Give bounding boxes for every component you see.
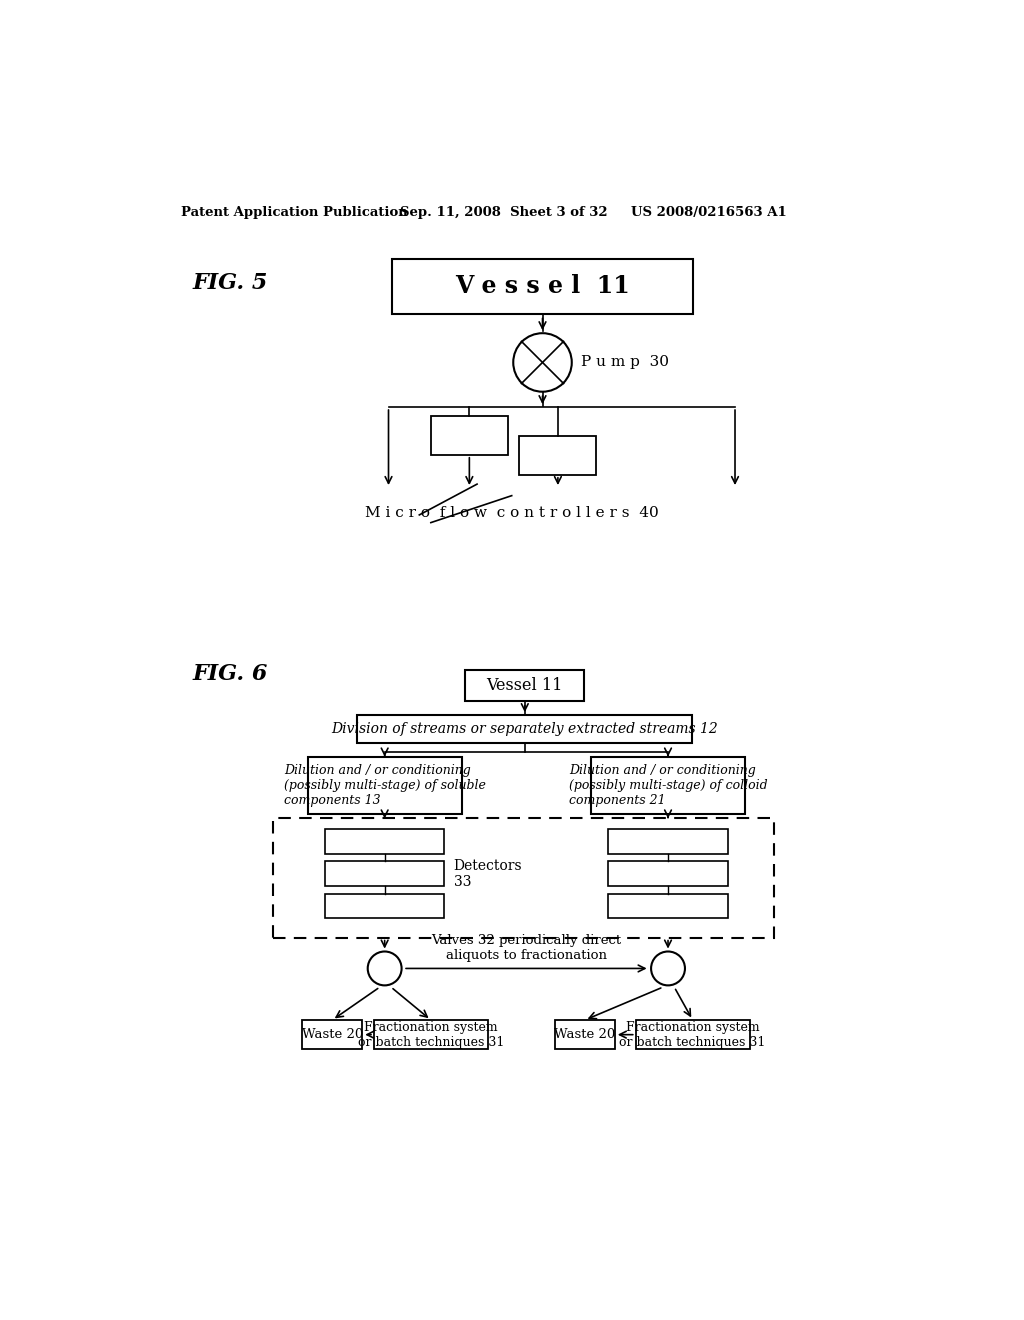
- FancyBboxPatch shape: [555, 1020, 614, 1049]
- FancyBboxPatch shape: [392, 259, 692, 314]
- FancyBboxPatch shape: [325, 894, 444, 919]
- Text: Waste 20: Waste 20: [554, 1028, 615, 1041]
- Text: Division of streams or separately extracted streams 12: Division of streams or separately extrac…: [332, 722, 718, 737]
- Text: US 2008/0216563 A1: US 2008/0216563 A1: [631, 206, 786, 219]
- FancyBboxPatch shape: [636, 1020, 750, 1049]
- Text: Vessel 11: Vessel 11: [486, 677, 563, 694]
- FancyBboxPatch shape: [325, 862, 444, 886]
- Text: V e s s e l  11: V e s s e l 11: [455, 275, 630, 298]
- Text: Fractionation system
or batch techniques 31: Fractionation system or batch techniques…: [620, 1020, 766, 1048]
- Text: Dilution and / or conditioning
(possibly multi-stage) of soluble
components 13: Dilution and / or conditioning (possibly…: [284, 764, 485, 807]
- Text: Waste 20: Waste 20: [302, 1028, 362, 1041]
- Text: P u m p  30: P u m p 30: [581, 355, 669, 370]
- Text: FIG. 6: FIG. 6: [193, 663, 267, 685]
- FancyBboxPatch shape: [591, 756, 745, 814]
- FancyBboxPatch shape: [608, 894, 728, 919]
- Text: Fractionation system
or batch techniques 31: Fractionation system or batch techniques…: [357, 1020, 504, 1048]
- FancyBboxPatch shape: [325, 829, 444, 854]
- Text: Sep. 11, 2008  Sheet 3 of 32: Sep. 11, 2008 Sheet 3 of 32: [400, 206, 607, 219]
- FancyBboxPatch shape: [431, 416, 508, 455]
- FancyBboxPatch shape: [273, 818, 773, 937]
- FancyBboxPatch shape: [302, 1020, 362, 1049]
- Text: Valves 32 periodically direct
aliquots to fractionation: Valves 32 periodically direct aliquots t…: [431, 935, 622, 962]
- FancyBboxPatch shape: [608, 829, 728, 854]
- Text: M i c r o  f l o w  c o n t r o l l e r s  40: M i c r o f l o w c o n t r o l l e r s …: [366, 506, 659, 520]
- FancyBboxPatch shape: [357, 715, 692, 743]
- Text: Patent Application Publication: Patent Application Publication: [180, 206, 408, 219]
- FancyBboxPatch shape: [608, 862, 728, 886]
- FancyBboxPatch shape: [374, 1020, 487, 1049]
- FancyBboxPatch shape: [519, 437, 596, 475]
- Text: Dilution and / or conditioning
(possibly multi-stage) of colloid
components 21: Dilution and / or conditioning (possibly…: [568, 764, 767, 807]
- FancyBboxPatch shape: [465, 671, 585, 701]
- Text: FIG. 5: FIG. 5: [193, 272, 267, 294]
- Text: Detectors
33: Detectors 33: [454, 858, 522, 888]
- FancyBboxPatch shape: [307, 756, 462, 814]
